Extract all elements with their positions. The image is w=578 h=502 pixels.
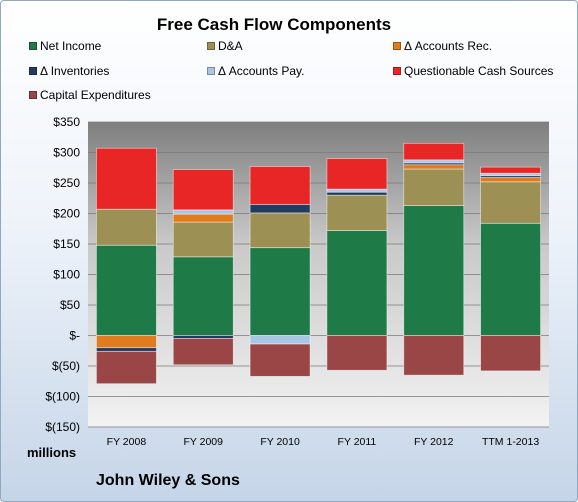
bar-segment: Capital Expenditures FY 2010: -53: [249, 343, 311, 377]
legend-label: Questionable Cash Sources: [404, 64, 554, 78]
y-tick-label: $250: [53, 176, 80, 190]
legend-item-capex: Capital Expenditures: [29, 88, 151, 102]
legend-item-da: D&A: [207, 39, 243, 53]
legend-label: Net Income: [40, 39, 102, 53]
bar-segment: Δ Accounts Pay. FY 2011: 5: [326, 188, 388, 193]
legend-item-inventories: Δ Inventories: [29, 64, 109, 78]
y-tick-label: $150: [53, 237, 80, 251]
bar-segment: Questionable Cash Sources FY 2009: 66: [172, 169, 234, 211]
y-tick-label: $350: [53, 115, 80, 129]
x-tick-label: TTM 1-2013: [482, 436, 539, 448]
legend-label: Δ Accounts Pay.: [218, 64, 305, 78]
bar-segment: Questionable Cash Sources TTM 1-2013: 10: [480, 166, 541, 174]
bar-segment: D&A FY 2010: 57: [249, 212, 311, 249]
x-axis-labels: FY 2008 FY 2009 FY 2010 FY 2011 FY 2012 TTM 1…: [107, 436, 540, 448]
x-tick-label: FY 2011: [338, 436, 377, 448]
legend-swatch: [29, 67, 37, 75]
bar-segment: D&A FY 2011: 58: [326, 194, 388, 231]
y-tick-label: $(50): [52, 359, 80, 373]
legend-swatch: [29, 91, 37, 99]
legend-item-accounts-rec: Δ Accounts Rec.: [393, 39, 492, 53]
bar-segment: Questionable Cash Sources FY 2010: 62: [249, 166, 311, 205]
bar-segment: Δ Accounts Pay. FY 2010: -14: [249, 335, 311, 345]
bar-segment: Δ Accounts Rec. FY 2008: -20: [96, 335, 157, 349]
y-tick-label: $100: [53, 268, 80, 282]
bar-segment: Net Income FY 2011: 172: [326, 230, 388, 336]
bar-segment: Capital Expenditures FY 2012: -65: [403, 335, 465, 376]
bar-segment: Δ Accounts Pay. FY 2012: 5: [403, 159, 465, 164]
legend-swatch: [207, 67, 215, 75]
bar-segment: Questionable Cash Sources FY 2008: 100: [96, 147, 157, 210]
legend-swatch: [393, 42, 401, 50]
bar-segment: Δ Accounts Pay. FY 2009: 7: [172, 209, 234, 215]
y-tick-label: $50: [60, 298, 80, 312]
bar-segment: Net Income FY 2012: 213: [403, 205, 465, 336]
bar-segment: Δ Accounts Rec. FY 2009: 13: [172, 213, 234, 223]
bar-segment: Capital Expenditures FY 2008: -53: [96, 350, 157, 385]
bar-segment: Δ Inventories FY 2011: 5: [326, 191, 388, 196]
bar-segment: Capital Expenditures FY 2011: -57: [326, 335, 388, 371]
legend-item-accounts-pay: Δ Accounts Pay.: [207, 64, 305, 78]
bar-segment: Questionable Cash Sources FY 2012: 27: [403, 142, 465, 161]
legend-label: Δ Accounts Rec.: [404, 39, 493, 53]
bars: Net Income FY 2008: 148D&A FY 2008: 59 Δ …: [96, 142, 541, 385]
bar-segment: Δ Accounts Rec. TTM 1-2013: 7: [480, 177, 541, 183]
x-tick-label: FY 2008: [107, 436, 147, 448]
bar-segment: Δ Accounts Rec. FY 2012: 7: [403, 164, 465, 170]
x-tick-label: FY 2012: [414, 436, 454, 448]
legend-swatch: [29, 42, 37, 50]
units-label: millions: [27, 445, 77, 460]
company-name: John Wiley & Sons: [96, 472, 240, 489]
legend-swatch: [207, 42, 215, 50]
bar-segment: Net Income FY 2009: 129: [172, 256, 234, 336]
bar-segment: D&A FY 2009: 57: [172, 221, 234, 258]
y-tick-label: $200: [53, 207, 80, 221]
x-tick-label: FY 2009: [183, 436, 223, 448]
legend-item-questionable-cash: Questionable Cash Sources: [393, 64, 553, 78]
y-tick-label: $(150): [45, 420, 80, 434]
bar-segment: Net Income FY 2008: 148: [96, 244, 157, 336]
y-tick-label: $-: [69, 329, 80, 343]
bar-segment: D&A FY 2012: 60: [403, 168, 465, 206]
bar-segment: Capital Expenditures FY 2009: -43: [172, 338, 234, 366]
bar-segment: Net Income TTM 1-2013: 184: [480, 222, 541, 336]
bar-segment: D&A TTM 1-2013: 68: [480, 181, 541, 224]
bar-segment: Questionable Cash Sources FY 2011: 50: [326, 158, 388, 190]
bar-segment: D&A FY 2008: 59: [96, 208, 157, 246]
y-axis-ticks: $350 $300 $250 $200 $150 $100 $50 $- $(50) $(100)…: [45, 115, 80, 434]
bar-segment: Capital Expenditures TTM 1-2013: -58: [480, 335, 541, 372]
bar-segment: Δ Inventories FY 2008: -6: [96, 347, 157, 352]
bar-segment: Net Income FY 2010: 144: [249, 247, 311, 336]
chart-title: Free Cash Flow Components: [156, 15, 392, 34]
legend-item-net-income: Net Income: [29, 39, 101, 53]
x-tick-label: FY 2010: [260, 436, 300, 448]
legend-label: D&A: [218, 39, 243, 53]
y-tick-label: $300: [53, 146, 80, 160]
legend-swatch: [393, 67, 401, 75]
legend-label: Δ Inventories: [40, 64, 110, 78]
legend-label: Capital Expenditures: [40, 88, 151, 102]
y-tick-label: $(100): [45, 390, 80, 404]
bar-segment: Δ Inventories FY 2009: -5: [172, 335, 234, 339]
bar-segment: Δ Inventories FY 2010: 14: [249, 203, 311, 214]
gridlines: [88, 121, 549, 428]
